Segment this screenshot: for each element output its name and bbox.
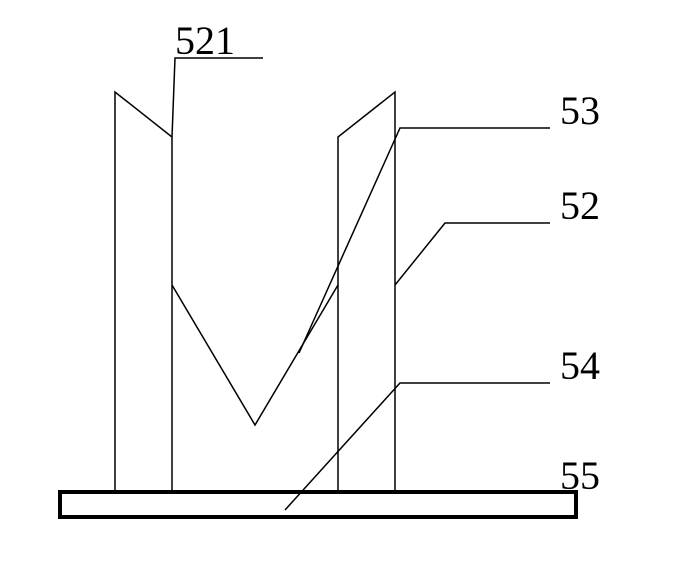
label-55: 55: [560, 453, 600, 498]
label-521: 521: [175, 18, 235, 63]
left-wall-outline: [115, 92, 172, 492]
label-53: 53: [560, 88, 600, 133]
callout-labels: 521 53 52 54 55: [175, 18, 600, 498]
part-geometry: [60, 92, 576, 517]
technical-drawing: 521 53 52 54 55: [0, 0, 693, 573]
leader-53: [299, 128, 550, 353]
v-notch: [172, 285, 338, 425]
base-plate: [60, 492, 576, 517]
leader-521: [172, 58, 263, 137]
label-52: 52: [560, 183, 600, 228]
label-54: 54: [560, 343, 600, 388]
leader-lines: [172, 58, 576, 510]
leader-52: [395, 223, 550, 285]
right-wall-outline: [338, 92, 395, 492]
